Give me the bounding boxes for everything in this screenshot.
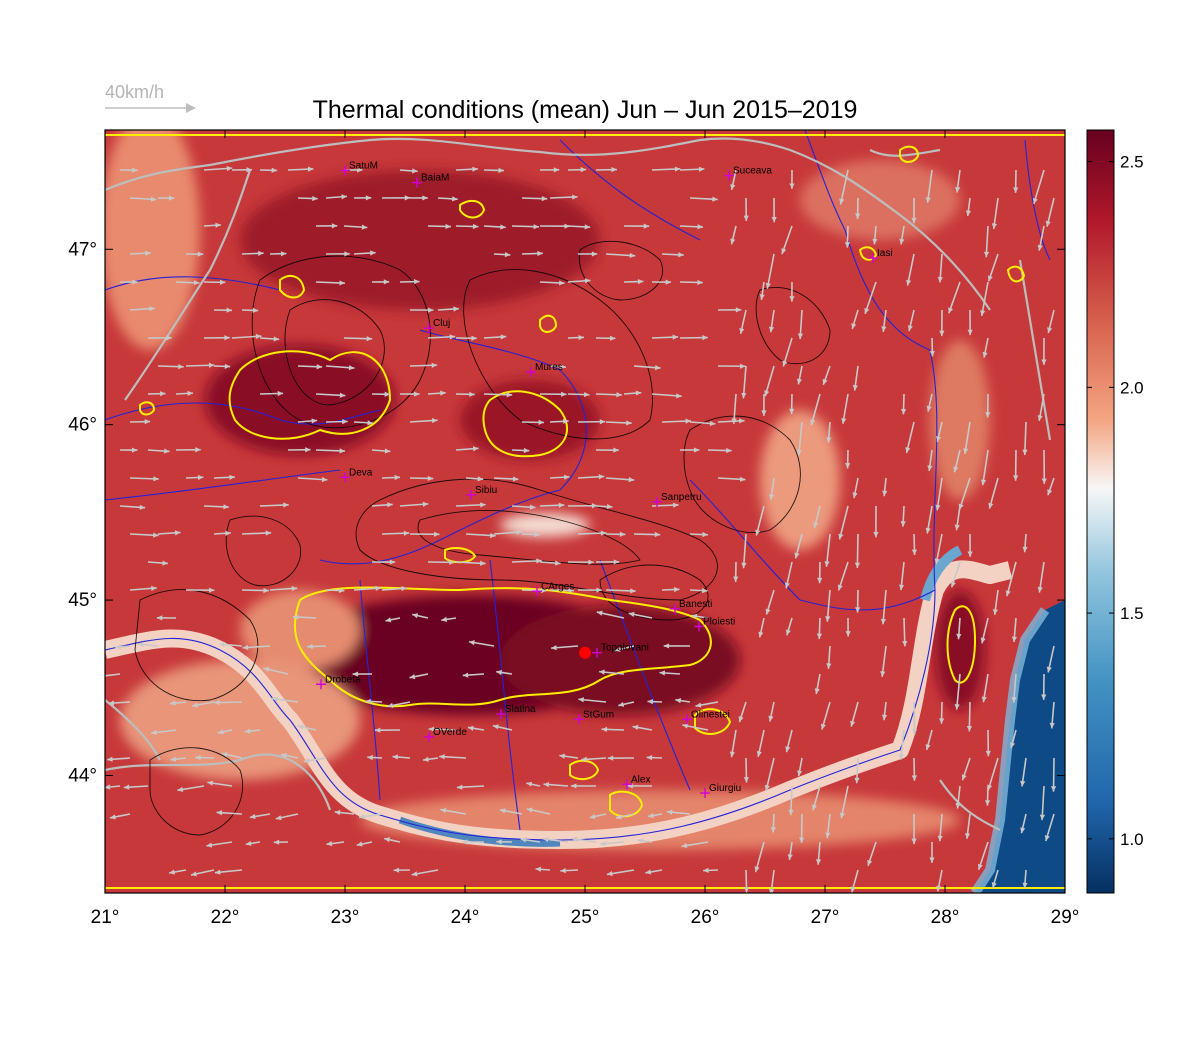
city-label: CArges [541, 581, 574, 592]
wind-scale-label: 40km/h [105, 82, 164, 102]
wind-arrow-head [95, 674, 101, 679]
city-label: Slatina [505, 704, 536, 715]
city-label: Deva [349, 467, 373, 478]
x-tick-label: 23° [331, 907, 360, 928]
x-tick-label: 22° [211, 907, 240, 928]
y-tick-label: 44° [68, 765, 97, 786]
city-label: Mures [535, 362, 563, 373]
map-title: Thermal conditions (mean) Jun – Jun 2015… [313, 96, 858, 124]
city-label: Iasi [877, 248, 893, 259]
city-label: Suceava [733, 166, 772, 177]
map-panel: SatuM BaiaM Suceava Iasi Cluj Mures Deva Sibiu S… [95, 110, 1065, 895]
x-tick-label: 25° [571, 907, 600, 928]
city-label: Giurgiu [709, 783, 741, 794]
x-tick-label: 21° [91, 907, 120, 928]
city-label: SatuM [349, 160, 378, 171]
city-label: Sanpetru [661, 492, 702, 503]
city-label: Alex [631, 774, 650, 785]
x-tick-label: 28° [931, 907, 960, 928]
x-tick-label: 27° [811, 907, 840, 928]
x-tick-label: 29° [1051, 907, 1080, 928]
wind-scale-arrow [105, 103, 196, 113]
city-label: Topolovani [601, 643, 649, 654]
colorbar-tick-label: 1.5 [1120, 604, 1144, 623]
colorbar-tick-label: 2.0 [1120, 378, 1144, 397]
city-label: Olinestei [691, 709, 730, 720]
y-tick-label: 45° [68, 590, 97, 611]
reference-point-marker [579, 647, 591, 659]
x-tick-label: 26° [691, 907, 720, 928]
colorbar-tick-label: 2.5 [1120, 153, 1144, 172]
city-label: Drobeta [325, 674, 361, 685]
city-label: StGum [583, 709, 614, 720]
city-label: OVerde [433, 727, 467, 738]
colorbar-gradient [1087, 130, 1114, 893]
y-tick-label: 46° [68, 415, 97, 436]
city-label: Sibiu [475, 485, 497, 496]
city-label: BaiaM [421, 173, 449, 184]
city-label: Banesti [679, 599, 712, 610]
city-label: Cluj [433, 318, 450, 329]
colorbar: 2.5 2.0 1.5 1.0 [1087, 130, 1144, 893]
colorbar-tick-label: 1.0 [1120, 830, 1144, 849]
y-tick-label: 47° [68, 239, 97, 260]
x-tick-label: 24° [451, 907, 480, 928]
city-label: Ploiesti [703, 616, 735, 627]
